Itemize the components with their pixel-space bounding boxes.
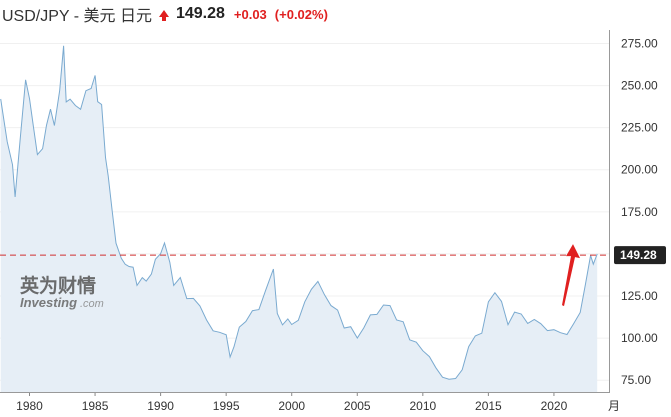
y-tick-label: 75.00 [621,373,651,387]
current-price-tag: 149.28 [614,246,666,265]
price-change: +0.03 [233,6,267,22]
x-tick-label: 2020 [541,399,568,413]
x-tick-label: 1990 [147,399,174,413]
investing-watermark-logo: 英为财情 Investing .com [20,274,104,310]
red-arrow-annotation-icon [562,244,580,307]
x-tick-label: 2000 [278,399,305,413]
currency-pair-title: USD/JPY - 美元 日元 [2,8,152,25]
current-price-tag-label: 149.28 [620,248,657,262]
quote-header: USD/JPY - 美元 日元 149.28 +0.03 (+0.02%) [2,3,328,25]
watermark-en-text: Investing [20,295,77,310]
y-tick-label: 100.00 [621,331,658,345]
y-tick-label: 250.00 [621,79,658,93]
x-tick-label: 2005 [344,399,371,413]
plot-bottom-border [0,392,610,393]
y-tick-label: 275.00 [621,36,658,50]
y-tick-label: 200.00 [621,163,658,177]
up-arrow-icon [158,9,169,17]
y-tick-label: 175.00 [621,205,658,219]
y-tick-label: 125.00 [621,289,658,303]
watermark-suffix-text: .com [80,298,104,310]
x-axis-unit-label: 月 [608,399,620,413]
price-area-fill [0,45,598,393]
current-price: 149.28 [175,5,225,22]
up-arrow-stem-icon [161,15,166,21]
x-tick-label: 1980 [16,399,43,413]
price-change-percent: (+0.02%) [274,6,328,22]
plot-right-border [609,30,610,392]
price-line [0,45,598,380]
y-tick-label: 225.00 [621,121,658,135]
x-tick-label: 1995 [213,399,240,413]
x-tick-label: 2015 [475,399,502,413]
watermark-cn-text: 英为财情 [20,274,96,297]
x-tick-label: 2010 [409,399,436,413]
x-tick-label: 1985 [82,399,109,413]
